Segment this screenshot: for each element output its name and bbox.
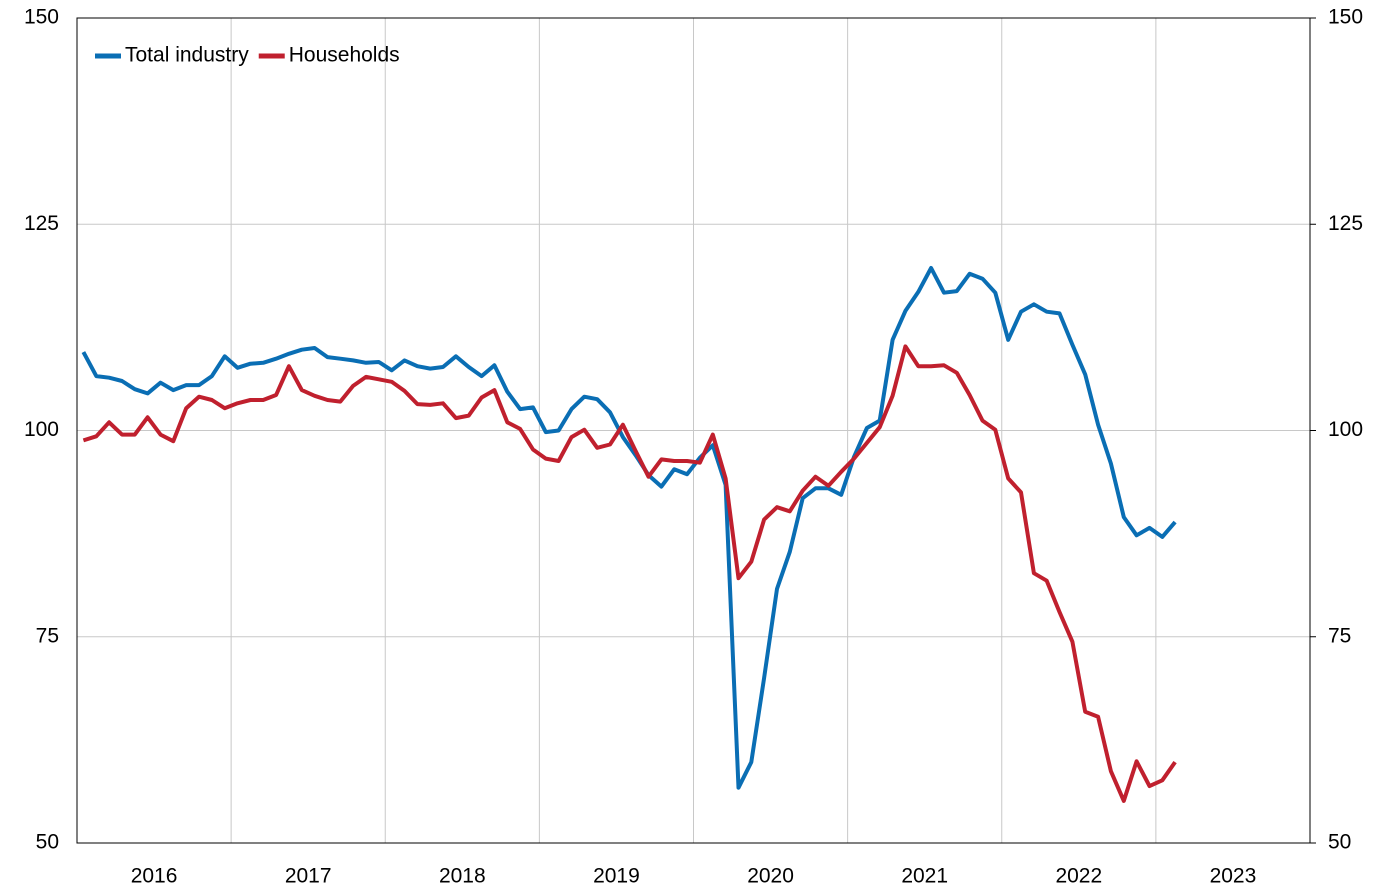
- y2-tick-label: 150: [1328, 6, 1363, 29]
- x-tick-label: 2020: [747, 865, 794, 888]
- y-tick-label: 150: [24, 6, 59, 29]
- legend-label: Total industry: [125, 44, 249, 67]
- y-tick-label: 125: [24, 212, 59, 235]
- x-tick-label: 2017: [285, 865, 332, 888]
- x-tick-label: 2018: [439, 865, 486, 888]
- y2-tick-label: 100: [1328, 418, 1363, 441]
- y-tick-label: 50: [36, 831, 59, 854]
- x-tick-label: 2016: [131, 865, 178, 888]
- x-tick-label: 2023: [1210, 865, 1257, 888]
- y2-tick-label: 75: [1328, 624, 1351, 647]
- y2-tick-label: 50: [1328, 831, 1351, 854]
- series-line: [82, 344, 1177, 803]
- legend-label: Households: [289, 44, 400, 67]
- plot-frame: [76, 17, 1311, 844]
- y2-tick-label: 125: [1328, 212, 1363, 235]
- x-tick-label: 2021: [901, 865, 948, 888]
- series-line: [81, 266, 1177, 790]
- x-tick-label: 2019: [593, 865, 640, 888]
- y-tick-label: 75: [36, 624, 59, 647]
- x-tick-label: 2022: [1055, 865, 1102, 888]
- y-tick-label: 100: [24, 418, 59, 441]
